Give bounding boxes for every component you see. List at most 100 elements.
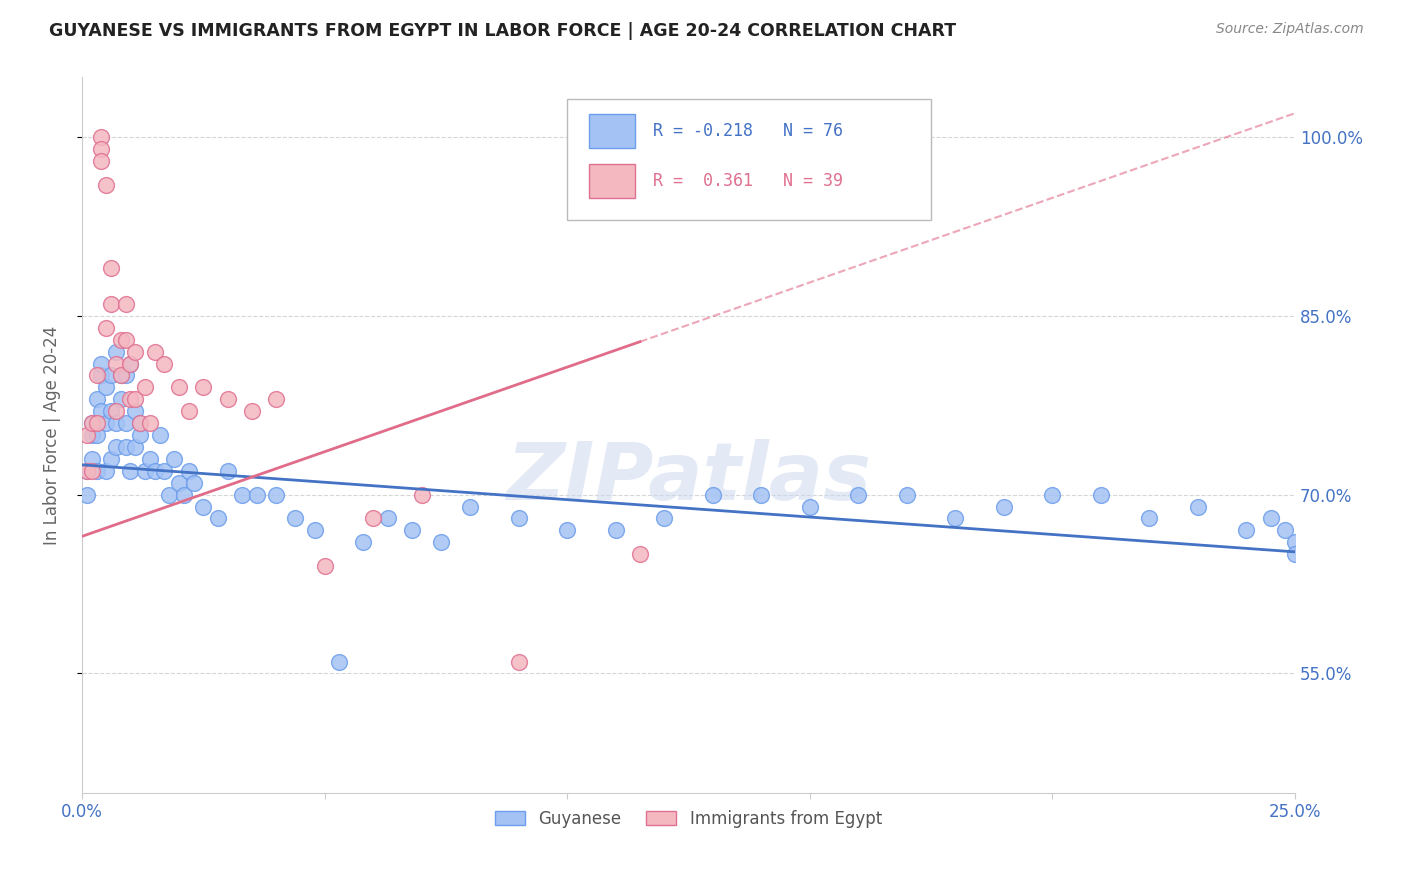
Point <box>90 153 112 168</box>
Point <box>177 404 200 418</box>
Point <box>508 655 530 669</box>
Point <box>86 416 108 430</box>
Point <box>314 559 336 574</box>
Point <box>264 392 287 407</box>
Point <box>120 392 142 407</box>
Point <box>120 357 142 371</box>
Point <box>104 357 127 371</box>
Point <box>652 511 675 525</box>
Point <box>90 368 112 383</box>
Point <box>100 404 122 418</box>
Point <box>1042 488 1064 502</box>
Point <box>193 500 215 514</box>
Text: R =  0.361   N = 39: R = 0.361 N = 39 <box>654 172 844 190</box>
Point <box>86 368 108 383</box>
Point <box>157 488 180 502</box>
Y-axis label: In Labor Force | Age 20-24: In Labor Force | Age 20-24 <box>44 326 60 545</box>
Point <box>173 488 195 502</box>
Point <box>167 380 190 394</box>
Point <box>96 464 118 478</box>
Point <box>104 344 127 359</box>
Point <box>605 524 627 538</box>
Text: Source: ZipAtlas.com: Source: ZipAtlas.com <box>1216 22 1364 37</box>
Point <box>90 357 112 371</box>
Point <box>1139 511 1161 525</box>
Point <box>143 464 166 478</box>
Point <box>508 511 530 525</box>
Point <box>555 524 578 538</box>
Point <box>193 380 215 394</box>
Point <box>129 416 152 430</box>
Point <box>104 440 127 454</box>
Legend: Guyanese, Immigrants from Egypt: Guyanese, Immigrants from Egypt <box>488 803 889 834</box>
Point <box>110 368 132 383</box>
Point <box>124 440 146 454</box>
Text: GUYANESE VS IMMIGRANTS FROM EGYPT IN LABOR FORCE | AGE 20-24 CORRELATION CHART: GUYANESE VS IMMIGRANTS FROM EGYPT IN LAB… <box>49 22 956 40</box>
Point <box>167 475 190 490</box>
Point <box>80 416 103 430</box>
Point <box>76 428 98 442</box>
Point <box>352 535 374 549</box>
Point <box>104 416 127 430</box>
Point <box>377 511 399 525</box>
Point <box>90 130 112 145</box>
Point <box>240 404 263 418</box>
Point <box>430 535 453 549</box>
Point <box>153 464 176 478</box>
Point <box>96 320 118 334</box>
Point <box>1284 535 1306 549</box>
Point <box>1090 488 1112 502</box>
Point <box>1274 524 1296 538</box>
Text: R = -0.218   N = 76: R = -0.218 N = 76 <box>654 122 844 140</box>
Point <box>361 511 384 525</box>
Point <box>110 333 132 347</box>
Point <box>76 464 98 478</box>
Point <box>401 524 423 538</box>
Point <box>183 475 205 490</box>
Point <box>96 178 118 192</box>
Point <box>124 404 146 418</box>
Point <box>246 488 269 502</box>
Point <box>90 404 112 418</box>
Point <box>86 428 108 442</box>
Point <box>100 368 122 383</box>
Point <box>124 392 146 407</box>
Point <box>217 464 239 478</box>
Point <box>124 344 146 359</box>
Point <box>139 416 162 430</box>
Point <box>846 488 869 502</box>
Point <box>114 416 136 430</box>
Point <box>100 451 122 466</box>
Point <box>96 416 118 430</box>
Point <box>114 333 136 347</box>
Point <box>284 511 307 525</box>
Point <box>120 464 142 478</box>
Point <box>100 297 122 311</box>
Point <box>896 488 918 502</box>
Text: ZIPatlas: ZIPatlas <box>506 439 870 517</box>
Point <box>104 404 127 418</box>
Point <box>628 547 651 561</box>
Point <box>80 428 103 442</box>
Point <box>1260 511 1282 525</box>
Point <box>143 344 166 359</box>
FancyBboxPatch shape <box>567 99 931 220</box>
Point <box>411 488 433 502</box>
Point <box>264 488 287 502</box>
Point <box>80 464 103 478</box>
Point <box>114 297 136 311</box>
Point <box>114 440 136 454</box>
Point <box>163 451 186 466</box>
Point <box>100 261 122 276</box>
Point <box>1187 500 1209 514</box>
Point <box>129 416 152 430</box>
Point <box>90 142 112 156</box>
Point <box>134 464 156 478</box>
Point <box>80 451 103 466</box>
Point <box>799 500 821 514</box>
Point <box>110 392 132 407</box>
Point <box>86 464 108 478</box>
Point <box>231 488 253 502</box>
Point <box>80 416 103 430</box>
Point <box>702 488 724 502</box>
